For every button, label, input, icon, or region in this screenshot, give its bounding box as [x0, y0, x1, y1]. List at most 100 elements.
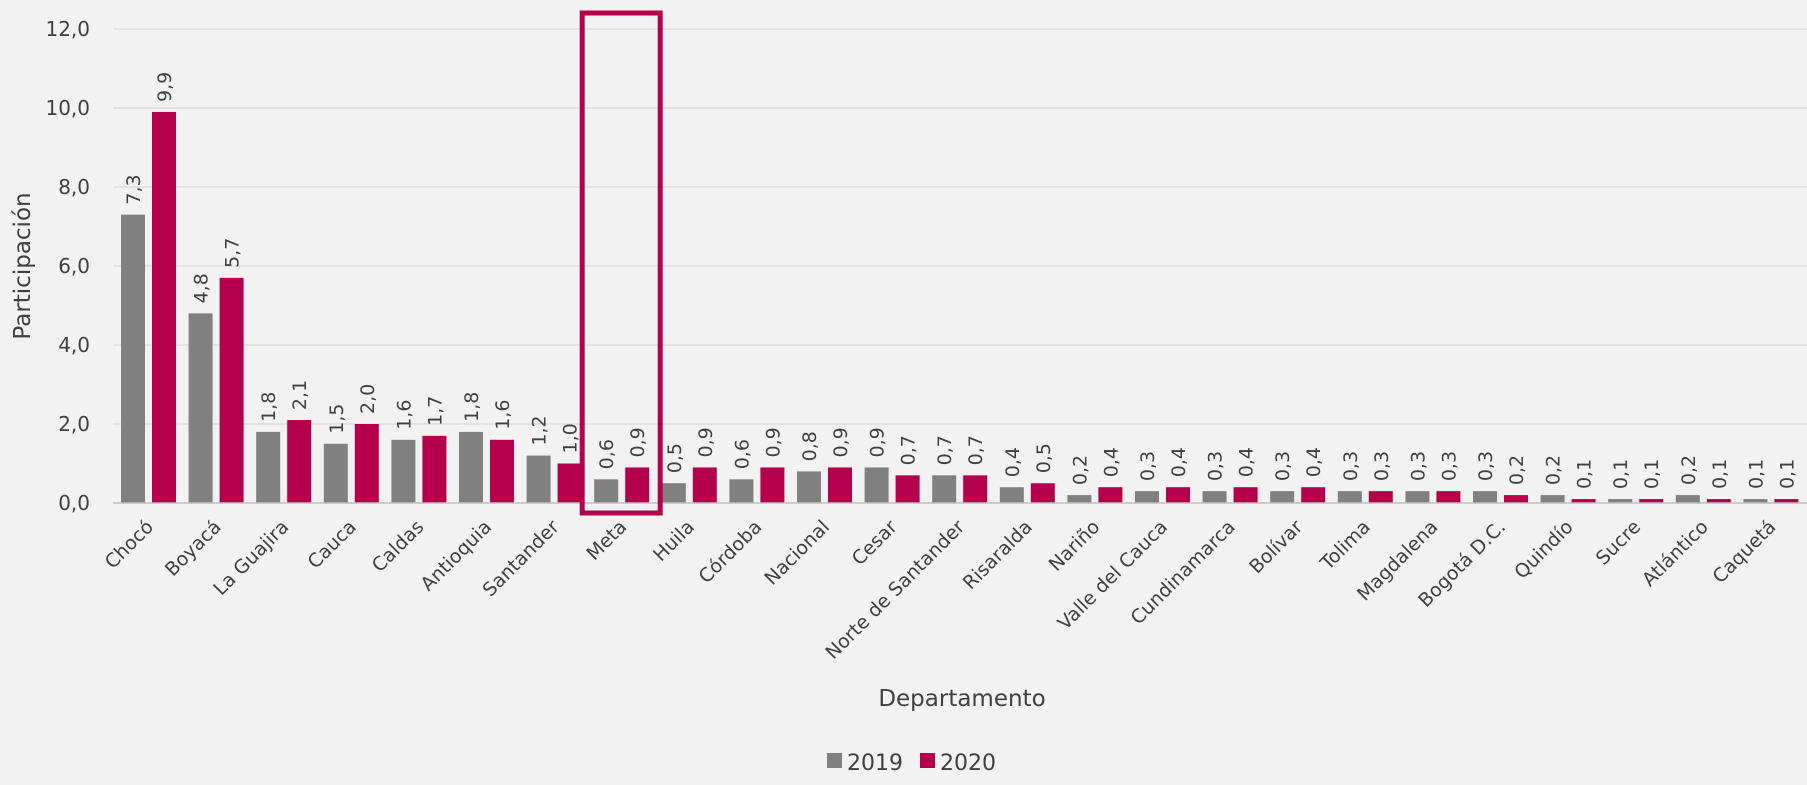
data-label: 0,3 [1475, 451, 1497, 481]
bar-2020 [1233, 487, 1258, 503]
data-label: 0,3 [1371, 451, 1393, 481]
data-label: 1,6 [492, 400, 514, 430]
y-axis-ticks: 0,0 2,0 4,0 6,0 8,0 10,0 12,0 [45, 17, 90, 515]
category-label: Tolima [1316, 516, 1375, 575]
data-label: 0,7 [965, 435, 987, 465]
bar-2019 [526, 455, 551, 503]
data-label: 0,1 [1641, 459, 1663, 489]
data-label: 0,3 [1340, 451, 1362, 481]
bar-2020 [422, 435, 447, 503]
y-tick-label: 10,0 [45, 96, 90, 120]
bar-2020 [354, 424, 379, 503]
bar-2019 [188, 313, 213, 503]
legend-swatch-2020 [920, 753, 935, 768]
legend-label: 2019 [847, 751, 903, 776]
data-label: 0,4 [1168, 447, 1190, 477]
bar-2019 [1540, 495, 1565, 503]
data-label: 0,4 [1303, 447, 1325, 477]
data-labels: 7,3 4,8 1,8 1,5 1,6 1,8 1,2 0,6 0,5 0,6 0,8 0,9 0,7 0… [123, 72, 1798, 489]
bar-2019 [999, 487, 1024, 503]
data-label: 0,3 [1407, 451, 1429, 481]
category-label: Nariño [1045, 516, 1105, 576]
data-label: 0,4 [1002, 447, 1024, 477]
data-label: 1,8 [258, 392, 280, 422]
y-tick-label: 2,0 [58, 412, 90, 436]
category-label: Cauca [304, 516, 361, 573]
data-label: 2,1 [289, 380, 311, 410]
category-label: Córdoba [694, 516, 766, 588]
data-label: 0,8 [799, 431, 821, 461]
bar-2019 [932, 475, 957, 503]
category-label: Nacional [760, 516, 834, 590]
bar-2020 [1166, 487, 1190, 503]
bars [121, 111, 1799, 503]
legend-label: 2020 [940, 751, 996, 776]
bar-2019 [1675, 495, 1700, 503]
data-label: 1,8 [461, 392, 483, 422]
bar-2020 [1301, 487, 1326, 503]
data-label: 0,1 [1745, 459, 1767, 489]
bar-2019 [1743, 499, 1768, 503]
category-label: Sucre [1592, 516, 1645, 569]
data-label: 0,9 [695, 427, 717, 457]
bar-2020 [1436, 491, 1461, 503]
bar-2019 [256, 431, 281, 503]
bar-2020 [1504, 495, 1528, 503]
data-label: 0,3 [1272, 451, 1294, 481]
data-label: 0,1 [1574, 459, 1596, 489]
bar-2019 [729, 479, 754, 503]
data-label: 0,5 [1033, 443, 1055, 473]
data-label: 1,2 [529, 415, 551, 445]
bar-2019 [391, 439, 416, 503]
legend: 2019 2020 [827, 751, 996, 776]
bar-2019 [1608, 499, 1633, 503]
bar-2019 [1067, 495, 1092, 503]
data-label: 0,5 [664, 443, 686, 473]
gridlines [113, 28, 1807, 425]
data-label: 2,0 [357, 384, 379, 414]
y-tick-label: 0,0 [58, 491, 90, 515]
data-label: 1,5 [326, 404, 348, 434]
legend-swatch-2019 [827, 753, 842, 768]
data-label: 5,7 [222, 238, 244, 268]
bar-2019 [661, 483, 686, 503]
data-label: 0,4 [1236, 447, 1258, 477]
bar-2020 [692, 467, 717, 503]
data-label: 1,0 [560, 423, 582, 453]
data-label: 0,7 [898, 435, 920, 465]
x-axis-title: Departamento [878, 686, 1045, 712]
data-label: 7,3 [123, 174, 145, 204]
bar-2020 [1774, 499, 1799, 503]
bar-2019 [121, 214, 145, 503]
category-label: Cesar [848, 516, 902, 570]
bar-2019 [459, 431, 483, 503]
data-label: 0,1 [1709, 459, 1731, 489]
y-tick-label: 12,0 [45, 17, 90, 41]
data-label: 0,3 [1205, 451, 1227, 481]
y-tick-label: 6,0 [58, 254, 90, 278]
y-axis-title: Participación [10, 192, 36, 339]
bar-2020 [1030, 483, 1055, 503]
bar-2020 [287, 420, 312, 503]
bar-2019 [1405, 491, 1430, 503]
data-label: 0,1 [1776, 459, 1798, 489]
category-label: Caquetá [1708, 516, 1780, 588]
data-label: 0,7 [934, 435, 956, 465]
category-label: Huila [649, 516, 699, 566]
data-label: 0,2 [1069, 455, 1091, 485]
data-label: 0,2 [1506, 455, 1528, 485]
bar-2020 [1571, 499, 1596, 503]
category-label: Quindío [1510, 516, 1577, 583]
data-label: 0,1 [1610, 459, 1632, 489]
bar-2020 [490, 439, 514, 503]
bar-2020 [1706, 499, 1731, 503]
y-tick-label: 4,0 [58, 333, 90, 357]
data-label: 0,2 [1678, 455, 1700, 485]
bar-2019 [323, 443, 348, 503]
bar-2019 [1337, 491, 1362, 503]
data-label: 4,8 [191, 273, 213, 303]
bar-2019 [864, 467, 889, 503]
data-label: 0,6 [731, 439, 753, 469]
highlight-box [579, 10, 663, 516]
data-label: 1,7 [424, 396, 446, 426]
